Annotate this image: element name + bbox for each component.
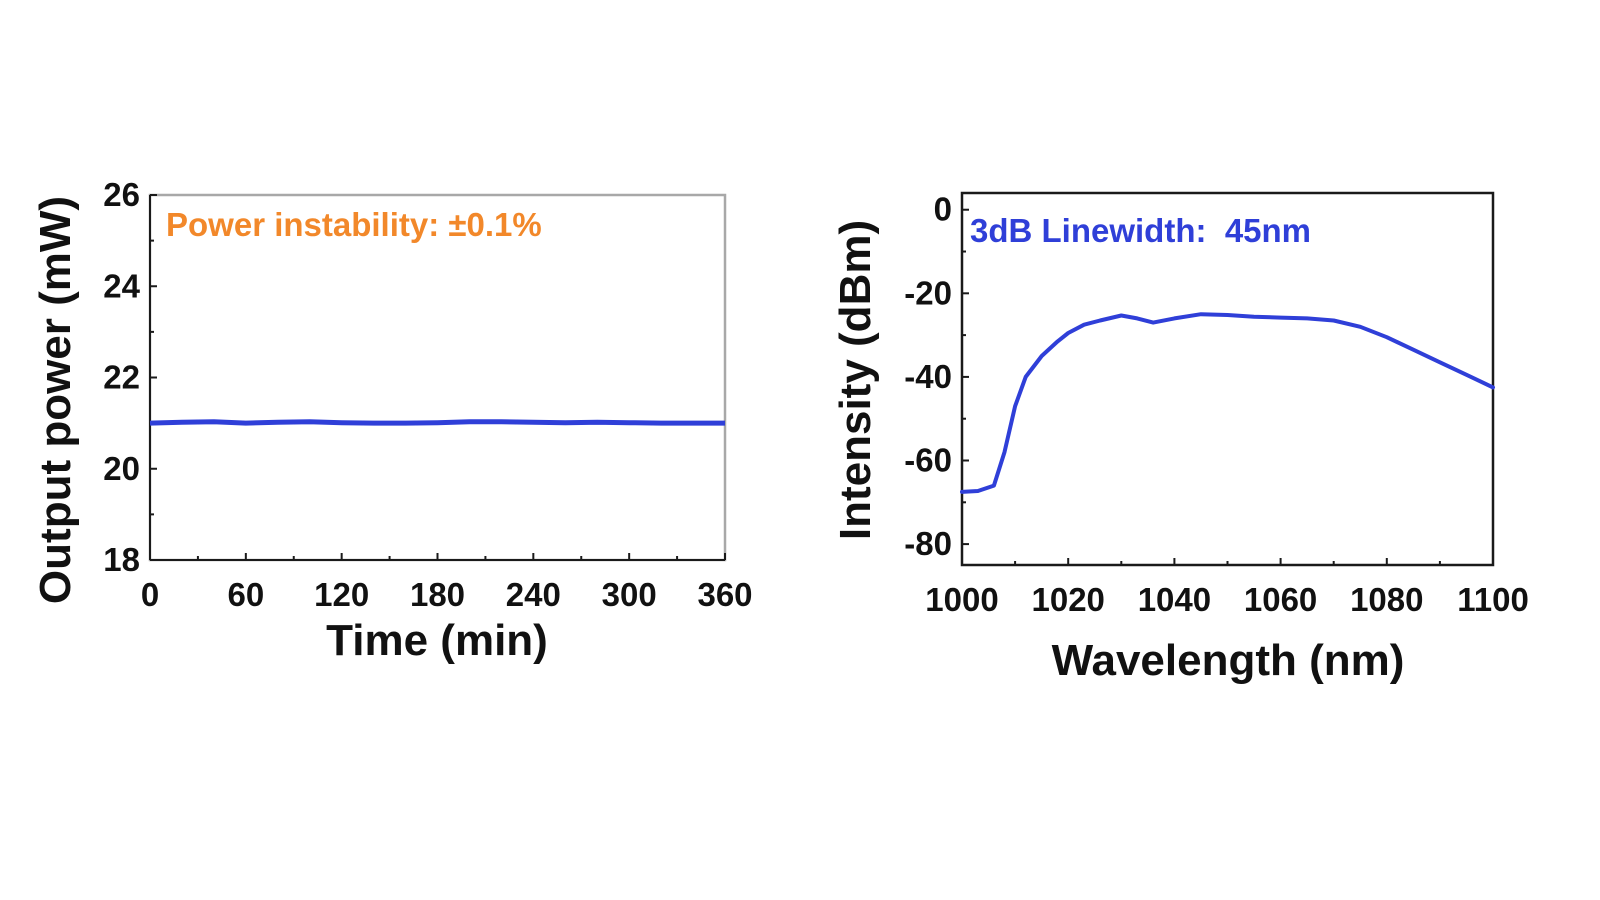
x-axis-title-left: Time (min) xyxy=(326,616,548,665)
y-axis-title-left: Output power (mW) xyxy=(31,196,80,604)
y-tick-label: 22 xyxy=(103,359,140,396)
spectrum-series-line xyxy=(960,312,1495,494)
y-ticks-left: 18 20 22 24 26 xyxy=(103,176,157,578)
y-axis-title-right: Intensity (dBm) xyxy=(831,220,880,540)
y-tick-label: 26 xyxy=(103,176,140,213)
power-series-line xyxy=(149,419,725,426)
y-tick-label: -60 xyxy=(904,442,952,479)
spectrum-chart: 0 -20 -40 -60 -80 1000 1020 1040 1060 1080 1100 3… xyxy=(831,191,1529,685)
x-tick-label: 120 xyxy=(314,576,369,613)
x-ticks-left: 0 60 120 180 240 300 360 xyxy=(141,553,753,613)
y-tick-label: 20 xyxy=(103,450,140,487)
y-tick-label: 0 xyxy=(934,191,952,228)
x-tick-label: 60 xyxy=(227,576,264,613)
y-tick-label: -80 xyxy=(904,525,952,562)
x-tick-label: 0 xyxy=(141,576,159,613)
linewidth-annotation: 3dB Linewidth: 45nm xyxy=(970,212,1311,249)
y-tick-label: -20 xyxy=(904,274,952,311)
x-tick-label: 300 xyxy=(602,576,657,613)
x-tick-label: 180 xyxy=(410,576,465,613)
y-tick-label: 18 xyxy=(103,541,140,578)
x-axis-title-right: Wavelength (nm) xyxy=(1052,636,1405,685)
power-instability-annotation: Power instability: ±0.1% xyxy=(166,206,542,243)
y-ticks-right: 0 -20 -40 -60 -80 xyxy=(904,191,969,562)
x-tick-label: 1020 xyxy=(1031,581,1104,618)
x-tick-label: 240 xyxy=(506,576,561,613)
y-tick-label: -40 xyxy=(904,358,952,395)
x-tick-label: 360 xyxy=(697,576,752,613)
x-tick-label: 1040 xyxy=(1138,581,1211,618)
power-stability-chart: 18 20 22 24 26 0 60 120 180 240 300 360 Power inst… xyxy=(31,176,753,665)
x-ticks-right: 1000 1020 1040 1060 1080 1100 xyxy=(925,558,1529,618)
plot-frame-left xyxy=(148,193,727,562)
x-tick-label: 1100 xyxy=(1457,581,1529,618)
y-tick-label: 24 xyxy=(103,267,140,304)
x-tick-label: 1080 xyxy=(1350,581,1423,618)
x-tick-label: 1000 xyxy=(925,581,998,618)
x-tick-label: 1060 xyxy=(1244,581,1317,618)
